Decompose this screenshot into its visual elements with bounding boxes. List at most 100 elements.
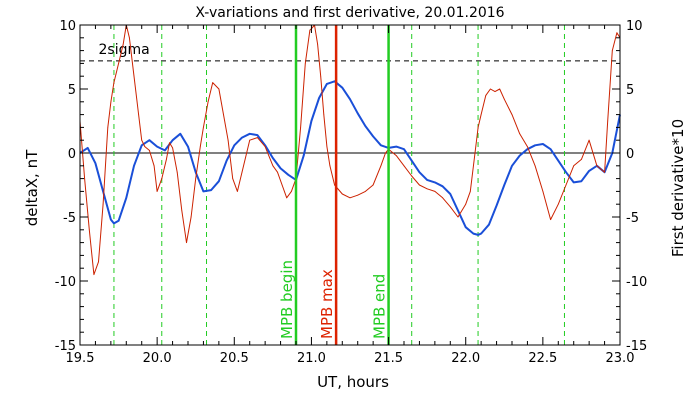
series-point-1-16 (144, 146, 146, 148)
series-point-0-6 (118, 220, 119, 222)
series-point-1-77 (469, 191, 471, 192)
series-point-0-37 (357, 112, 359, 114)
series-point-0-43 (403, 148, 405, 150)
series-point-1-62 (365, 191, 366, 192)
series-point-0-66 (573, 182, 575, 183)
series-point-1-57 (329, 165, 331, 167)
series-point-0-34 (334, 80, 335, 82)
series-point-1-23 (172, 147, 174, 149)
series-point-0-46 (426, 179, 428, 181)
series-point-1-7 (110, 101, 112, 103)
series-point-1-42 (272, 165, 274, 167)
series-point-0-1 (87, 147, 89, 149)
series-point-1-93 (565, 184, 567, 186)
series-point-1-79 (477, 127, 479, 128)
series-point-1-65 (385, 152, 386, 154)
series-point-0-24 (257, 134, 258, 136)
series-point-1-45 (286, 197, 288, 199)
series-point-1-30 (203, 127, 204, 128)
series-point-0-18 (210, 189, 212, 191)
series-point-1-87 (519, 133, 521, 135)
series-point-0-53 (477, 234, 479, 236)
series-line-deltax (79, 80, 621, 236)
series-point-0-67 (581, 180, 582, 182)
y-axis-left-title: deltaX, nT (23, 149, 41, 226)
series-point-1-33 (218, 88, 220, 90)
series-point-0-55 (488, 224, 490, 226)
y-tick-label-right-5: -15 (626, 339, 647, 354)
series-point-1-59 (341, 193, 343, 195)
series-point-0-21 (233, 144, 235, 146)
series-point-1-36 (232, 178, 234, 180)
series-point-1-6 (107, 127, 109, 128)
series-point-1-95 (581, 159, 582, 160)
series-point-1-54 (320, 75, 322, 77)
series-point-1-64 (380, 165, 382, 167)
series-point-1-100 (611, 50, 613, 51)
series-point-0-51 (465, 226, 467, 228)
series-point-1-14 (138, 114, 140, 115)
series-point-1-44 (281, 184, 283, 186)
sigma-label: 2sigma (99, 42, 150, 58)
series-point-1-67 (395, 155, 397, 157)
series-point-1-91 (550, 219, 551, 221)
series-point-0-39 (372, 136, 374, 137)
series-point-1-19 (156, 191, 158, 192)
y-tick-label-left-0: 10 (59, 19, 76, 34)
y-tick-label-right-2: 0 (626, 147, 634, 162)
series-point-1-5 (102, 203, 104, 205)
series-point-1-32 (212, 82, 214, 83)
series-point-0-45 (419, 171, 420, 173)
y-tick-label-right-1: 5 (626, 83, 634, 98)
series-point-1-49 (304, 63, 306, 64)
series-point-0-58 (511, 165, 513, 167)
series-point-0-23 (249, 133, 251, 135)
series-point-1-89 (534, 165, 536, 167)
series-point-0-32 (318, 97, 320, 99)
series-point-0-33 (326, 83, 328, 85)
series-point-1-81 (485, 95, 487, 96)
y-tick-label-left-3: -5 (63, 211, 76, 226)
event-markers-group: MPB begin MPB max MPB end (278, 25, 390, 345)
series-point-1-26 (186, 242, 187, 244)
y-tick-label-left-4: -10 (55, 275, 76, 290)
y-tick-label-left-5: -15 (55, 339, 76, 354)
series-point-1-98 (604, 171, 605, 173)
series-point-1-4 (98, 261, 99, 263)
series-point-0-9 (141, 144, 143, 146)
series-point-1-90 (542, 191, 544, 192)
series-point-1-18 (153, 165, 155, 167)
series-point-0-65 (565, 171, 567, 173)
series-point-1-29 (199, 146, 201, 148)
series-point-0-30 (303, 155, 305, 157)
series-point-1-88 (527, 146, 528, 148)
series-point-1-75 (457, 216, 459, 218)
series-point-0-63 (550, 148, 551, 150)
axes-group: 19.5 20.0 20.5 21.0 21.5 22.0 22.5 23.0 10 10 5 5 0 0… (55, 19, 647, 366)
series-point-0-47 (434, 182, 436, 183)
series-point-0-7 (125, 197, 127, 199)
series-point-1-86 (511, 114, 513, 115)
series-point-0-44 (411, 160, 413, 162)
series-point-0-35 (341, 87, 343, 89)
series-point-1-43 (277, 171, 278, 173)
series-point-1-73 (442, 197, 443, 199)
y-tick-label-left-2: 0 (68, 147, 76, 162)
series-point-0-36 (349, 98, 351, 100)
series-point-1-12 (129, 37, 130, 39)
series-point-1-35 (227, 139, 229, 141)
series-point-0-13 (172, 139, 174, 141)
series-point-1-2 (88, 229, 90, 231)
series-point-0-42 (395, 146, 397, 148)
series-point-1-24 (176, 171, 178, 173)
series-point-0-8 (133, 165, 135, 167)
y-tick-label-right-0: 10 (626, 19, 643, 34)
y-tick-label-left-1: 5 (68, 83, 76, 98)
sigma-threshold-group: 2sigma (80, 42, 620, 62)
series-point-0-14 (179, 133, 181, 135)
event-label-1: MPB max (318, 269, 336, 339)
series-point-1-72 (434, 191, 436, 192)
series-point-0-10 (149, 139, 150, 141)
dashed-markers-group (113, 25, 565, 345)
